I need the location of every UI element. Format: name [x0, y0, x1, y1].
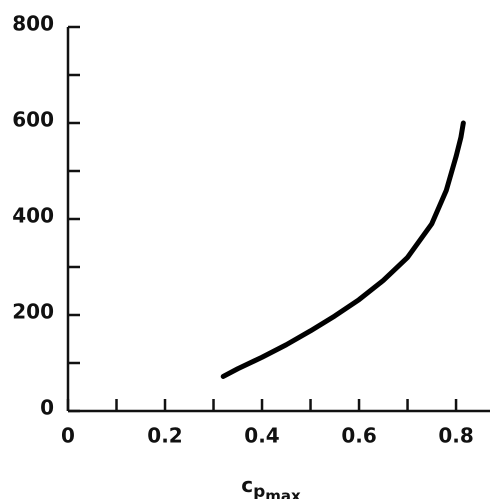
y-tick-label: 400 — [12, 204, 54, 228]
x-tick-label: 0.4 — [244, 424, 279, 448]
x-tick-label: 0 — [61, 424, 75, 448]
x-tick-label: 0.2 — [147, 424, 182, 448]
x-tick-label: 0.6 — [341, 424, 376, 448]
y-tick-label: 200 — [12, 300, 54, 324]
y-tick-label: 0 — [40, 396, 54, 420]
x-label-sub: p — [253, 482, 265, 499]
y-tick-label: 600 — [12, 108, 54, 132]
curve — [220, 120, 466, 379]
x-label-subsub: max — [265, 487, 301, 500]
x-tick-label: 0.8 — [438, 424, 473, 448]
x-label-base: c — [241, 473, 253, 497]
x-axis-label: cpmax — [241, 473, 301, 500]
y-tick-label: 800 — [12, 12, 54, 36]
